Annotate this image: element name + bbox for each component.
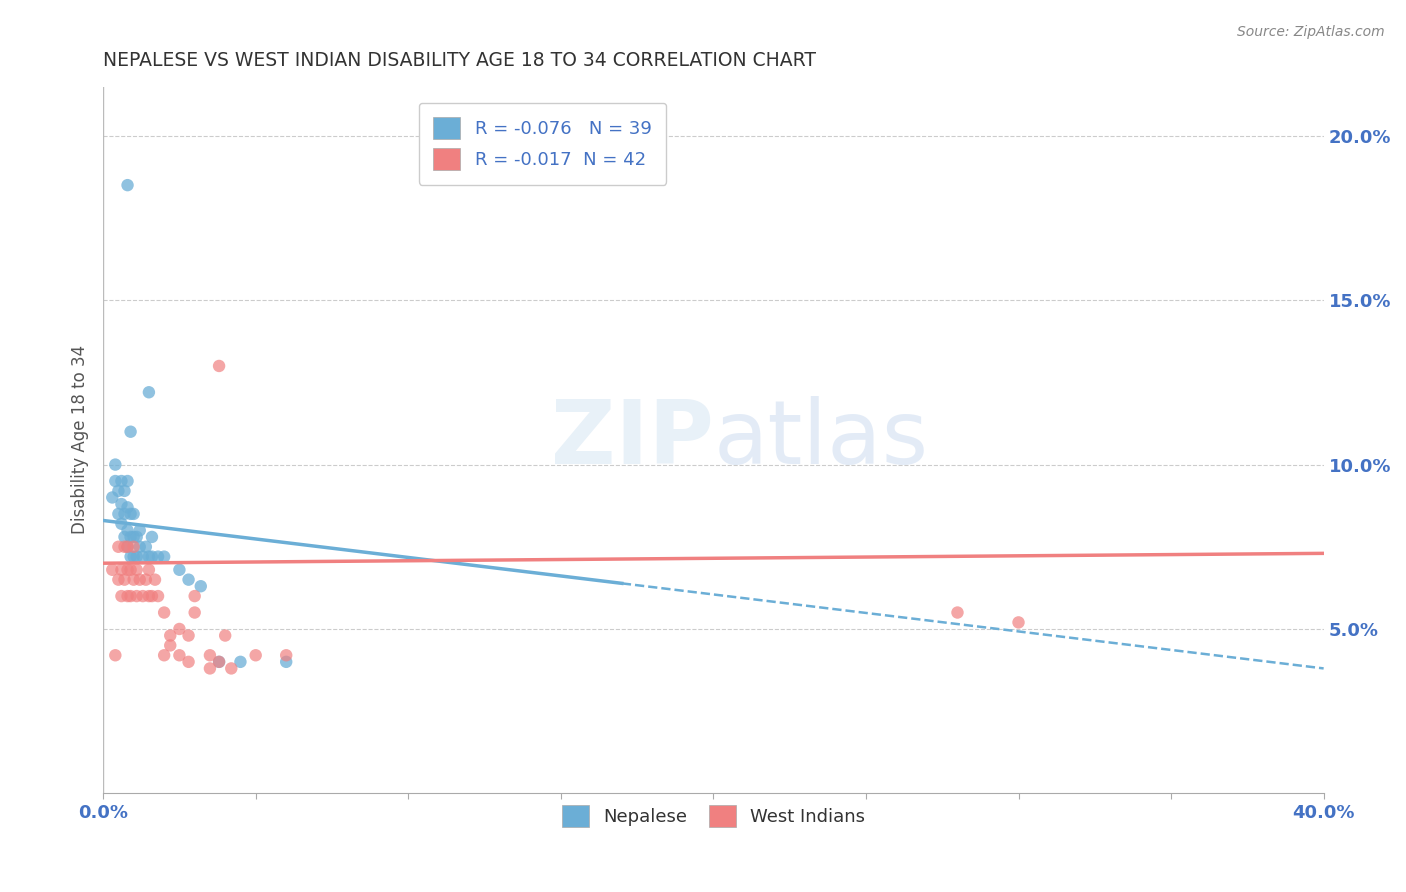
Point [120, 563, 142, 577]
Point [138, 589, 160, 603]
Point [219, 661, 242, 675]
Point [141, 589, 163, 603]
Point [117, 474, 139, 488]
Point [245, 648, 267, 663]
Point [110, 516, 132, 531]
Point [117, 178, 139, 193]
Point [141, 530, 163, 544]
Point [101, 563, 124, 577]
Point [177, 573, 200, 587]
Point [120, 530, 142, 544]
Point [104, 474, 127, 488]
Point [143, 573, 166, 587]
Legend: Nepalese, West Indians: Nepalese, West Indians [554, 797, 873, 834]
Point [117, 524, 139, 538]
Point [122, 549, 145, 564]
Point [132, 589, 155, 603]
Point [141, 549, 163, 564]
Point [125, 563, 148, 577]
Point [128, 573, 150, 587]
Point [122, 507, 145, 521]
Point [107, 540, 129, 554]
Point [122, 530, 145, 544]
Point [110, 589, 132, 603]
Point [117, 500, 139, 515]
Point [120, 507, 142, 521]
Point [104, 648, 127, 663]
Point [117, 589, 139, 603]
Point [125, 530, 148, 544]
Point [183, 606, 205, 620]
Point [114, 540, 136, 554]
Point [229, 655, 252, 669]
Point [198, 648, 221, 663]
Point [122, 573, 145, 587]
Text: ZIP: ZIP [551, 396, 713, 483]
Point [214, 628, 236, 642]
Point [120, 549, 142, 564]
Point [132, 549, 155, 564]
Point [117, 540, 139, 554]
Point [146, 589, 169, 603]
Point [159, 639, 181, 653]
Point [146, 549, 169, 564]
Y-axis label: Disability Age 18 to 34: Disability Age 18 to 34 [72, 345, 89, 534]
Point [120, 425, 142, 439]
Point [177, 628, 200, 642]
Point [114, 530, 136, 544]
Point [276, 655, 298, 669]
Point [128, 540, 150, 554]
Point [107, 483, 129, 498]
Point [122, 540, 145, 554]
Point [138, 549, 160, 564]
Text: Source: ZipAtlas.com: Source: ZipAtlas.com [1237, 25, 1385, 39]
Text: atlas: atlas [713, 396, 928, 483]
Point [135, 573, 157, 587]
Point [114, 573, 136, 587]
Point [169, 622, 191, 636]
Point [104, 458, 127, 472]
Point [138, 385, 160, 400]
Point [276, 648, 298, 663]
Point [114, 483, 136, 498]
Point [198, 661, 221, 675]
Point [110, 497, 132, 511]
Point [208, 359, 231, 373]
Point [120, 589, 142, 603]
Point [1007, 615, 1029, 630]
Point [190, 579, 212, 593]
Point [153, 549, 176, 564]
Point [107, 507, 129, 521]
Point [114, 507, 136, 521]
Point [159, 628, 181, 642]
Point [110, 474, 132, 488]
Point [110, 563, 132, 577]
Point [153, 606, 176, 620]
Point [117, 540, 139, 554]
Point [183, 589, 205, 603]
Point [125, 549, 148, 564]
Point [169, 648, 191, 663]
Point [101, 491, 124, 505]
Point [208, 655, 231, 669]
Point [128, 524, 150, 538]
Point [125, 589, 148, 603]
Point [177, 655, 200, 669]
Point [153, 648, 176, 663]
Point [169, 563, 191, 577]
Point [117, 563, 139, 577]
Text: NEPALESE VS WEST INDIAN DISABILITY AGE 18 TO 34 CORRELATION CHART: NEPALESE VS WEST INDIAN DISABILITY AGE 1… [103, 51, 815, 70]
Point [138, 563, 160, 577]
Point [135, 540, 157, 554]
Point [208, 655, 231, 669]
Point [107, 573, 129, 587]
Point [946, 606, 969, 620]
